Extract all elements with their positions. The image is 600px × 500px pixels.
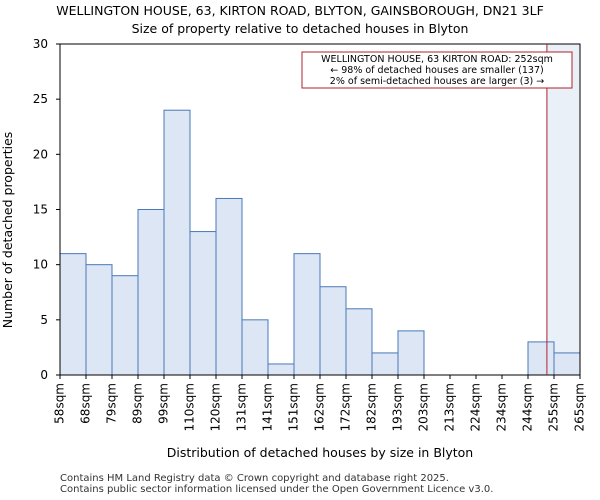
x-tick-label: 151sqm bbox=[287, 383, 301, 431]
x-tick-label: 255sqm bbox=[547, 383, 561, 431]
x-tick-label: 99sqm bbox=[157, 383, 171, 424]
bar-193sqm bbox=[397, 330, 425, 376]
footer-line-1: Contains HM Land Registry data © Crown c… bbox=[60, 473, 449, 484]
bar-110sqm bbox=[189, 231, 217, 376]
bar-79sqm bbox=[111, 275, 139, 376]
x-tick-label: 265sqm bbox=[573, 383, 587, 431]
x-tick-label: 79sqm bbox=[105, 383, 119, 424]
y-axis-ticks: 0 5 10 15 20 25 30 bbox=[33, 37, 60, 382]
bar-151sqm bbox=[293, 253, 321, 376]
bars-group bbox=[59, 109, 581, 376]
x-tick-label: 141sqm bbox=[261, 383, 275, 431]
bar-131sqm bbox=[241, 319, 269, 376]
x-tick-label: 234sqm bbox=[495, 383, 509, 431]
bar-58sqm bbox=[59, 253, 87, 376]
chart-title: WELLINGTON HOUSE, 63, KIRTON ROAD, BLYTO… bbox=[56, 3, 544, 18]
x-tick-label: 58sqm bbox=[53, 383, 67, 424]
bar-182sqm bbox=[371, 352, 399, 376]
x-tick-label: 203sqm bbox=[417, 383, 431, 431]
y-tick-label: 30 bbox=[33, 37, 48, 51]
x-tick-label: 224sqm bbox=[469, 383, 483, 431]
x-axis-label: Distribution of detached houses by size … bbox=[167, 445, 473, 460]
annotation-box: WELLINGTON HOUSE, 63 KIRTON ROAD: 252sqm… bbox=[301, 51, 573, 89]
y-axis-label: Number of detached properties bbox=[0, 132, 15, 329]
footer-attribution: Contains HM Land Registry data © Crown c… bbox=[60, 473, 493, 495]
x-tick-label: 213sqm bbox=[443, 383, 457, 431]
y-tick-label: 20 bbox=[33, 147, 48, 161]
x-tick-label: 244sqm bbox=[521, 383, 535, 431]
y-tick-label: 25 bbox=[33, 92, 48, 106]
bar-255sqm bbox=[553, 352, 581, 376]
bar-120sqm bbox=[215, 197, 243, 376]
y-tick-label: 10 bbox=[33, 258, 48, 272]
x-tick-label: 110sqm bbox=[183, 383, 197, 431]
highlight-region bbox=[546, 44, 580, 375]
footer-line-2: Contains public sector information licen… bbox=[60, 484, 494, 495]
y-tick-label: 0 bbox=[40, 368, 48, 382]
x-tick-label: 182sqm bbox=[365, 383, 379, 431]
x-tick-label: 162sqm bbox=[313, 383, 327, 431]
bar-141sqm bbox=[267, 363, 295, 376]
x-tick-label: 68sqm bbox=[79, 383, 93, 424]
y-tick-label: 15 bbox=[33, 203, 48, 217]
bar-68sqm bbox=[85, 264, 113, 376]
bar-162sqm bbox=[319, 286, 347, 376]
x-tick-label: 193sqm bbox=[391, 383, 405, 431]
annotation-line-2: ← 98% of detached houses are smaller (13… bbox=[330, 65, 543, 76]
bar-99sqm bbox=[163, 109, 191, 376]
bar-89sqm bbox=[137, 209, 165, 376]
annotation-line-1: WELLINGTON HOUSE, 63 KIRTON ROAD: 252sqm bbox=[321, 54, 553, 65]
x-tick-label: 172sqm bbox=[339, 383, 353, 431]
x-axis-ticks: 58sqm 68sqm 79sqm 89sqm 99sqm 110sqm 120sqm 131… bbox=[53, 375, 587, 431]
bar-244sqm bbox=[527, 341, 555, 376]
x-tick-label: 89sqm bbox=[131, 383, 145, 424]
annotation-line-3: 2% of semi-detached houses are larger (3… bbox=[330, 76, 544, 87]
bar-172sqm bbox=[345, 308, 373, 376]
x-tick-label: 120sqm bbox=[209, 383, 223, 431]
x-tick-label: 131sqm bbox=[235, 383, 249, 431]
y-tick-label: 5 bbox=[40, 313, 48, 327]
chart-subtitle: Size of property relative to detached ho… bbox=[131, 21, 469, 36]
